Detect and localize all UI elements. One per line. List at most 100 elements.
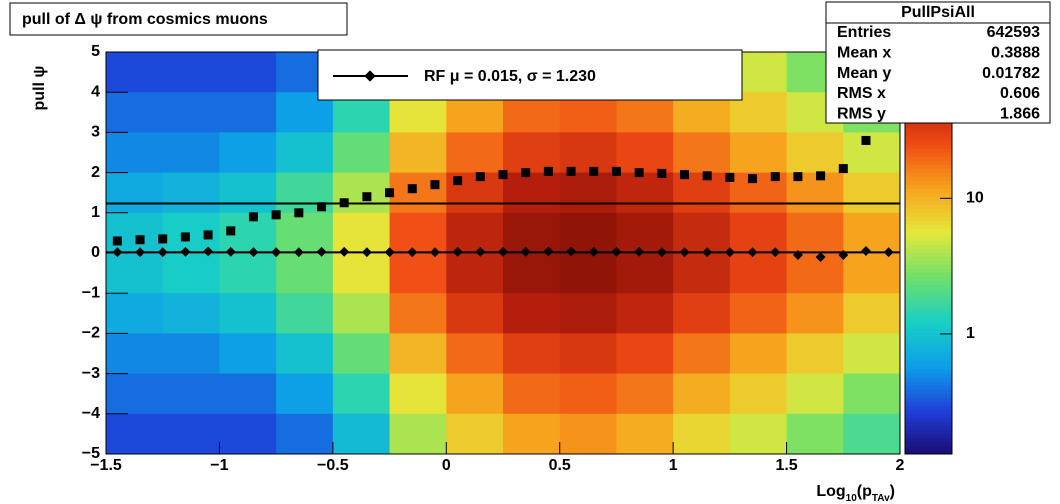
heat-cell: [786, 132, 844, 174]
heat-cell: [276, 293, 334, 334]
x-tick-label: −1: [210, 457, 228, 474]
color-step: [905, 433, 952, 439]
color-step: [905, 441, 952, 447]
heat-cell: [446, 333, 504, 375]
heat-cell: [786, 413, 844, 455]
mean-marker: [316, 246, 327, 257]
color-step: [905, 164, 952, 170]
color-step: [905, 309, 952, 314]
color-step: [905, 224, 952, 230]
z-tick-label: 1: [966, 325, 975, 342]
sigma-marker: [430, 180, 440, 190]
color-step: [905, 369, 952, 375]
y-tick-label: 4: [91, 83, 100, 100]
heat-cell: [389, 333, 447, 375]
sigma-marker: [317, 202, 327, 212]
heat-cell: [729, 293, 788, 334]
sigma-marker: [453, 176, 463, 186]
mean-marker: [429, 247, 440, 258]
color-step: [905, 425, 952, 431]
heat-cell: [843, 333, 901, 375]
color-step: [905, 132, 952, 137]
heat-cell: [673, 333, 731, 375]
legend-text: RF μ = 0.015, σ = 1.230: [424, 68, 596, 85]
stats-title: PullPsiAll: [901, 4, 975, 21]
heat-cell: [503, 253, 561, 294]
heat-cell: [446, 132, 504, 174]
heat-cell: [162, 172, 220, 214]
heat-cell: [389, 293, 447, 334]
x-axis-label: Log10(pTAv): [816, 483, 895, 503]
color-step: [905, 152, 952, 158]
color-step: [905, 393, 952, 399]
stats-value: 0.606: [1000, 85, 1040, 102]
mean-marker: [407, 247, 418, 258]
heat-cell: [389, 413, 447, 455]
color-step: [905, 353, 952, 359]
mean-marker: [566, 246, 577, 257]
heat-cell: [673, 132, 731, 174]
sigma-marker: [838, 164, 848, 174]
heat-cell: [616, 253, 674, 294]
color-step: [905, 365, 952, 371]
sigma-marker: [679, 170, 689, 180]
color-step: [905, 421, 952, 427]
stats-label: Mean y: [837, 65, 891, 82]
mean-marker: [112, 247, 123, 258]
mean-marker: [656, 247, 667, 258]
heat-cell: [332, 132, 391, 174]
y-tick-label: 0: [91, 244, 100, 261]
heat-cell: [729, 212, 788, 254]
color-step: [905, 244, 952, 250]
color-step: [905, 196, 952, 202]
color-step: [905, 124, 952, 129]
color-step: [905, 417, 952, 423]
heat-cell: [446, 253, 504, 294]
heat-cell: [503, 413, 561, 455]
heat-cell: [106, 132, 164, 174]
heat-cell: [786, 293, 844, 334]
y-tick-label: −5: [82, 445, 100, 462]
title-box: [9, 2, 348, 36]
heat-cell: [162, 413, 220, 455]
color-step: [905, 385, 952, 391]
color-step: [905, 265, 952, 270]
heat-cell: [559, 172, 617, 214]
heat-cell: [332, 293, 391, 334]
sigma-marker: [793, 172, 803, 182]
heat-cell: [843, 253, 901, 294]
mean-marker: [634, 246, 645, 257]
color-step: [905, 160, 952, 166]
color-step: [905, 301, 952, 306]
color-step: [905, 329, 952, 334]
mean-marker: [883, 247, 894, 258]
color-step: [905, 337, 952, 342]
stats-value: 642593: [987, 24, 1040, 41]
color-step: [905, 437, 952, 443]
color-step: [905, 285, 952, 290]
mean-marker: [520, 246, 531, 257]
heat-cell: [389, 132, 447, 174]
mean-marker: [724, 247, 735, 258]
color-step: [905, 228, 952, 234]
overlay: [105, 51, 901, 455]
color-step: [905, 273, 952, 278]
heat-cell: [446, 373, 504, 415]
heat-cell: [843, 293, 901, 334]
stats-box: PullPsiAll Entries 642593 Mean x 0.3888 Mean…: [825, 1, 1051, 124]
heat-cell: [162, 253, 220, 294]
chart-title: pull of Δ ψ from cosmics muons: [22, 11, 268, 28]
mean-marker: [361, 247, 372, 258]
heat-cell: [616, 293, 674, 334]
heat-cell: [616, 132, 674, 174]
mean-marker: [271, 247, 282, 258]
stats-frame: [825, 1, 1051, 124]
y-tick-label: 2: [91, 164, 100, 181]
heat-cell: [616, 413, 674, 455]
heat-cell: [106, 413, 164, 455]
color-step: [905, 429, 952, 435]
mean-marker: [293, 247, 304, 258]
color-step: [905, 253, 952, 258]
heat-cell: [446, 413, 504, 455]
sigma-marker: [248, 212, 258, 222]
